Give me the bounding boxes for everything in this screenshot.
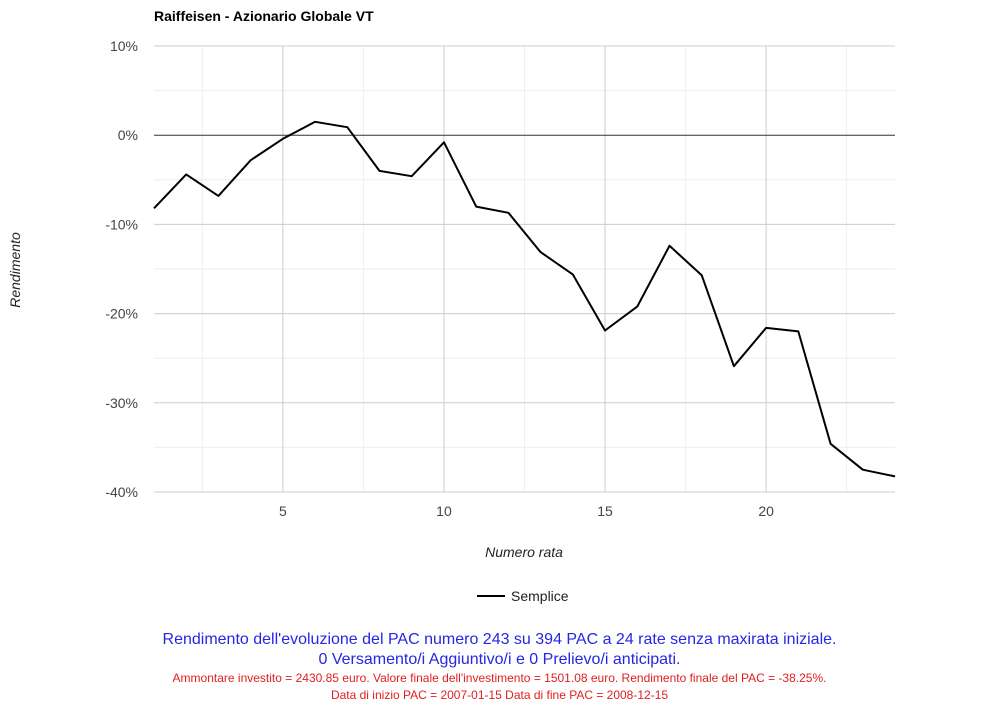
x-axis-ticks: 5 10 15 20 [279, 503, 774, 519]
y-tick-label: -30% [105, 395, 138, 411]
series-lines [153, 120, 896, 478]
y-tick-label: -20% [105, 306, 138, 322]
caption-line-1: Rendimento dell'evoluzione del PAC numer… [162, 631, 837, 648]
x-tick-label: 5 [279, 503, 287, 519]
x-axis-label: Numero rata [485, 544, 563, 560]
legend: Semplice [477, 588, 569, 604]
y-axis-label: Rendimento [7, 232, 23, 308]
y-tick-label: -40% [105, 484, 138, 500]
caption-line-3: Ammontare investito = 2430.85 euro. Valo… [172, 671, 827, 685]
y-tick-label: 10% [110, 38, 138, 54]
chart: Raiffeisen - Azionario Globale VT 10% 0% -… [7, 8, 896, 604]
y-tick-label: 0% [118, 127, 138, 143]
y-axis-ticks: 10% 0% -10% -20% -30% -40% [105, 38, 138, 500]
x-tick-label: 15 [597, 503, 613, 519]
y-tick-label: -10% [105, 216, 138, 232]
caption-line-2: 0 Versamento/i Aggiuntivo/i e 0 Prelievo… [318, 651, 681, 668]
series-line-semplice [153, 120, 896, 478]
major-gridlines [154, 45, 895, 493]
x-tick-label: 10 [436, 503, 452, 519]
caption: Rendimento dell'evoluzione del PAC numer… [0, 630, 999, 704]
legend-label-semplice: Semplice [511, 588, 569, 604]
x-tick-label: 20 [758, 503, 774, 519]
chart-title: Raiffeisen - Azionario Globale VT [154, 8, 374, 24]
minor-gridlines [154, 46, 895, 492]
caption-line-4: Data di inizio PAC = 2007-01-15 Data di … [330, 688, 669, 702]
